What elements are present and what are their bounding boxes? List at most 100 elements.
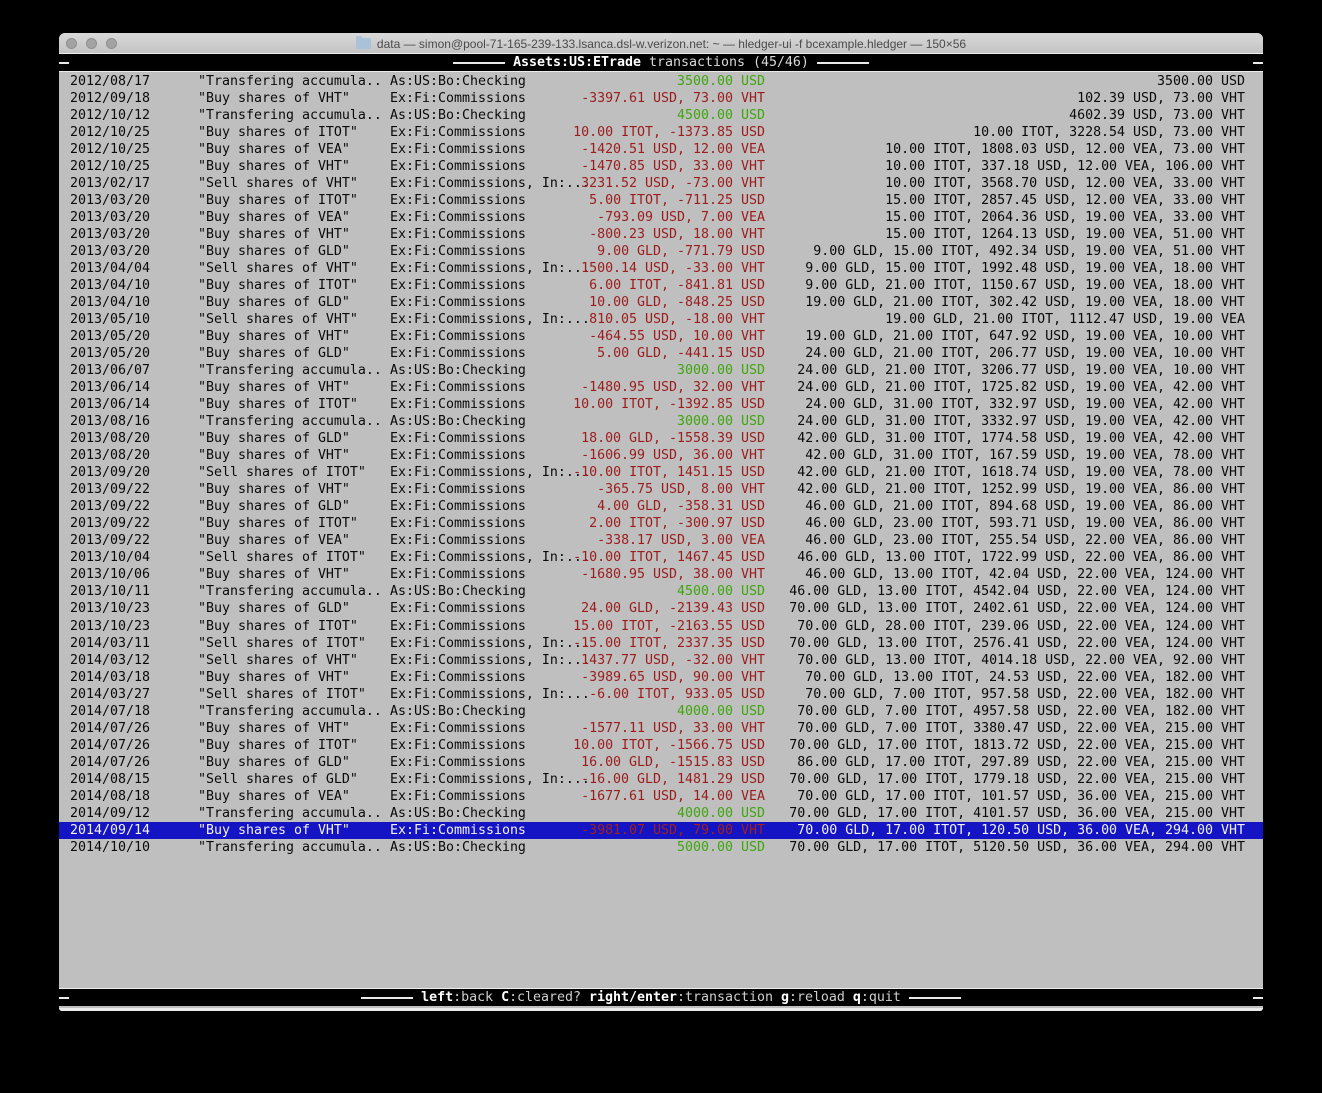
transaction-row[interactable]: 2013/09/20 "Sell shares of ITOT" Ex:Fi:C… bbox=[59, 464, 1263, 481]
transaction-row[interactable]: 2013/08/20 "Buy shares of GLD" Ex:Fi:Com… bbox=[59, 430, 1263, 447]
transaction-row[interactable]: 2013/10/23 "Buy shares of GLD" Ex:Fi:Com… bbox=[59, 600, 1263, 617]
transaction-description: "Buy shares of ITOT" bbox=[198, 618, 358, 634]
transaction-amount: -3981.07 USD, 79.00 VHT bbox=[581, 822, 765, 838]
header-rule-right bbox=[816, 61, 869, 64]
transaction-row[interactable]: 2014/03/12 "Sell shares of VHT" Ex:Fi:Co… bbox=[59, 652, 1263, 669]
transaction-date: 2013/10/11 bbox=[70, 584, 150, 600]
transaction-row[interactable]: 2013/09/22 "Buy shares of VEA" Ex:Fi:Com… bbox=[59, 532, 1263, 549]
transaction-row[interactable]: 2013/10/04 "Sell shares of ITOT" Ex:Fi:C… bbox=[59, 549, 1263, 566]
transaction-description: "Buy shares of GLD" bbox=[198, 244, 350, 260]
transaction-row[interactable]: 2013/09/22 "Buy shares of VHT" Ex:Fi:Com… bbox=[59, 481, 1263, 498]
transaction-balance: 70.00 GLD, 17.00 ITOT, 101.57 USD, 36.00… bbox=[797, 788, 1245, 804]
transaction-accounts: Ex:Fi:Commissions bbox=[390, 669, 526, 685]
transaction-row[interactable]: 2014/07/26 "Buy shares of GLD" Ex:Fi:Com… bbox=[59, 754, 1263, 771]
transaction-description: "Transfering accumula.. bbox=[198, 363, 382, 379]
transaction-row[interactable]: 2012/10/25 "Buy shares of VEA" Ex:Fi:Com… bbox=[59, 141, 1263, 158]
transaction-amount: 9.00 GLD, -771.79 USD bbox=[597, 244, 765, 260]
transaction-amount: 4500.00 USD bbox=[677, 584, 765, 600]
transaction-row[interactable]: 2013/05/20 "Buy shares of VHT" Ex:Fi:Com… bbox=[59, 328, 1263, 345]
transaction-row[interactable]: 2013/08/20 "Buy shares of VHT" Ex:Fi:Com… bbox=[59, 447, 1263, 464]
transaction-accounts: Ex:Fi:Commissions bbox=[390, 737, 526, 753]
transaction-description: "Buy shares of GLD" bbox=[198, 295, 350, 311]
transaction-balance: 46.00 GLD, 13.00 ITOT, 42.04 USD, 22.00 … bbox=[805, 567, 1245, 583]
transaction-row[interactable]: 2014/08/15 "Sell shares of GLD" Ex:Fi:Co… bbox=[59, 771, 1263, 788]
transaction-row[interactable]: 2013/06/14 "Buy shares of VHT" Ex:Fi:Com… bbox=[59, 379, 1263, 396]
transaction-date: 2012/09/18 bbox=[70, 91, 150, 107]
transaction-amount: -15.00 ITOT, 2337.35 USD bbox=[573, 635, 765, 651]
transaction-row[interactable]: 2013/03/20 "Buy shares of ITOT" Ex:Fi:Co… bbox=[59, 192, 1263, 209]
transaction-row[interactable]: 2013/04/10 "Buy shares of GLD" Ex:Fi:Com… bbox=[59, 294, 1263, 311]
register-rows: 2012/08/17 "Transfering accumula.. As:US… bbox=[59, 73, 1263, 856]
transaction-amount: -16.00 GLD, 1481.29 USD bbox=[581, 771, 765, 787]
screen-mode-label: transactions bbox=[649, 55, 745, 70]
transaction-row[interactable]: 2013/02/17 "Sell shares of VHT" Ex:Fi:Co… bbox=[59, 175, 1263, 192]
transaction-amount: -1577.11 USD, 33.00 VHT bbox=[581, 720, 765, 736]
transaction-date: 2013/05/20 bbox=[70, 346, 150, 362]
transaction-row[interactable]: 2013/05/20 "Buy shares of GLD" Ex:Fi:Com… bbox=[59, 345, 1263, 362]
transaction-row[interactable]: 2014/10/10 "Transfering accumula.. As:US… bbox=[59, 839, 1263, 856]
transaction-balance: 70.00 GLD, 17.00 ITOT, 1779.18 USD, 22.0… bbox=[789, 771, 1245, 787]
transaction-balance: 70.00 GLD, 7.00 ITOT, 3380.47 USD, 22.00… bbox=[797, 720, 1245, 736]
transaction-row[interactable]: 2012/08/17 "Transfering accumula.. As:US… bbox=[59, 73, 1263, 90]
transaction-row[interactable]: 2014/07/26 "Buy shares of VHT" Ex:Fi:Com… bbox=[59, 720, 1263, 737]
transaction-row[interactable]: 2014/03/11 "Sell shares of ITOT" Ex:Fi:C… bbox=[59, 635, 1263, 652]
transaction-amount: 6.00 ITOT, -841.81 USD bbox=[589, 278, 765, 294]
transaction-row[interactable]: 2013/03/20 "Buy shares of VHT" Ex:Fi:Com… bbox=[59, 226, 1263, 243]
window-titlebar[interactable]: data — simon@pool-71-165-239-133.lsanca.… bbox=[59, 33, 1263, 54]
transaction-amount: -10.00 ITOT, 1467.45 USD bbox=[573, 550, 765, 566]
transaction-balance: 70.00 GLD, 7.00 ITOT, 957.58 USD, 22.00 … bbox=[805, 686, 1245, 702]
transaction-row[interactable]: 2013/10/11 "Transfering accumula.. As:US… bbox=[59, 583, 1263, 600]
transaction-row[interactable]: 2013/08/16 "Transfering accumula.. As:US… bbox=[59, 413, 1263, 430]
transaction-row[interactable]: 2012/10/25 "Buy shares of VHT" Ex:Fi:Com… bbox=[59, 158, 1263, 175]
transaction-amount: 16.00 GLD, -1515.83 USD bbox=[581, 754, 765, 770]
transaction-row[interactable]: 2012/10/12 "Transfering accumula.. As:US… bbox=[59, 107, 1263, 124]
transaction-accounts: Ex:Fi:Commissions, In:... bbox=[390, 550, 590, 566]
transaction-row[interactable]: 2014/08/18 "Buy shares of VEA" Ex:Fi:Com… bbox=[59, 788, 1263, 805]
transaction-row[interactable]: 2013/10/23 "Buy shares of ITOT" Ex:Fi:Co… bbox=[59, 618, 1263, 635]
transaction-row[interactable]: 2013/03/20 "Buy shares of VEA" Ex:Fi:Com… bbox=[59, 209, 1263, 226]
transaction-accounts: As:US:Bo:Checking bbox=[390, 74, 526, 89]
transaction-date: 2013/06/07 bbox=[70, 363, 150, 379]
transaction-balance: 15.00 ITOT, 1264.13 USD, 19.00 VEA, 51.0… bbox=[885, 227, 1245, 243]
transaction-accounts: Ex:Fi:Commissions, In:... bbox=[390, 312, 590, 328]
transaction-row[interactable]: 2014/09/14 "Buy shares of VHT" Ex:Fi:Com… bbox=[59, 821, 1263, 839]
transaction-accounts: Ex:Fi:Commissions bbox=[390, 397, 526, 413]
transaction-row[interactable]: 2013/09/22 "Buy shares of ITOT" Ex:Fi:Co… bbox=[59, 515, 1263, 532]
transaction-row[interactable]: 2013/06/07 "Transfering accumula.. As:US… bbox=[59, 362, 1263, 379]
transaction-row[interactable]: 2013/04/10 "Buy shares of ITOT" Ex:Fi:Co… bbox=[59, 277, 1263, 294]
transaction-row[interactable]: 2014/09/12 "Transfering accumula.. As:US… bbox=[59, 805, 1263, 822]
transaction-amount: 1500.14 USD, -33.00 VHT bbox=[581, 261, 765, 277]
key-hints-bar: left:back C:cleared? right/enter:transac… bbox=[59, 989, 1263, 1006]
transaction-amount: 3000.00 USD bbox=[677, 414, 765, 430]
transaction-row[interactable]: 2014/03/27 "Sell shares of ITOT" Ex:Fi:C… bbox=[59, 686, 1263, 703]
transaction-balance: 46.00 GLD, 13.00 ITOT, 4542.04 USD, 22.0… bbox=[789, 584, 1245, 600]
transaction-balance: 70.00 GLD, 17.00 ITOT, 5120.50 USD, 36.0… bbox=[789, 839, 1245, 855]
transaction-accounts: Ex:Fi:Commissions bbox=[390, 278, 526, 294]
transaction-accounts: Ex:Fi:Commissions bbox=[390, 516, 526, 532]
transaction-date: 2014/03/11 bbox=[70, 635, 150, 651]
transaction-description: "Sell shares of VHT" bbox=[198, 652, 358, 668]
transaction-balance: 70.00 GLD, 13.00 ITOT, 24.53 USD, 22.00 … bbox=[805, 669, 1245, 685]
transaction-row[interactable]: 2013/05/10 "Sell shares of VHT" Ex:Fi:Co… bbox=[59, 311, 1263, 328]
minimize-button[interactable] bbox=[86, 38, 97, 49]
transaction-row[interactable]: 2012/09/18 "Buy shares of VHT" Ex:Fi:Com… bbox=[59, 90, 1263, 107]
transaction-row[interactable]: 2014/07/26 "Buy shares of ITOT" Ex:Fi:Co… bbox=[59, 737, 1263, 754]
transaction-row[interactable]: 2013/03/20 "Buy shares of GLD" Ex:Fi:Com… bbox=[59, 243, 1263, 260]
transaction-row[interactable]: 2012/10/25 "Buy shares of ITOT" Ex:Fi:Co… bbox=[59, 124, 1263, 141]
transaction-accounts: As:US:Bo:Checking bbox=[390, 108, 526, 124]
zoom-button[interactable] bbox=[106, 38, 117, 49]
transaction-row[interactable]: 2014/03/18 "Buy shares of VHT" Ex:Fi:Com… bbox=[59, 669, 1263, 686]
transaction-row[interactable]: 2013/04/04 "Sell shares of VHT" Ex:Fi:Co… bbox=[59, 260, 1263, 277]
transaction-row[interactable]: 2013/09/22 "Buy shares of GLD" Ex:Fi:Com… bbox=[59, 498, 1263, 515]
transaction-date: 2013/10/23 bbox=[70, 601, 150, 617]
transaction-row[interactable]: 2013/06/14 "Buy shares of ITOT" Ex:Fi:Co… bbox=[59, 396, 1263, 413]
transaction-date: 2013/09/22 bbox=[70, 533, 150, 549]
close-button[interactable] bbox=[66, 38, 77, 49]
transaction-description: "Buy shares of VHT" bbox=[198, 669, 350, 685]
transaction-balance: 9.00 GLD, 21.00 ITOT, 1150.67 USD, 19.00… bbox=[805, 278, 1245, 294]
transaction-row[interactable]: 2013/10/06 "Buy shares of VHT" Ex:Fi:Com… bbox=[59, 566, 1263, 583]
transaction-date: 2012/08/17 bbox=[70, 74, 150, 89]
transaction-row[interactable]: 2014/07/18 "Transfering accumula.. As:US… bbox=[59, 703, 1263, 720]
transaction-amount: -365.75 USD, 8.00 VHT bbox=[597, 482, 765, 498]
transaction-accounts: Ex:Fi:Commissions bbox=[390, 380, 526, 396]
